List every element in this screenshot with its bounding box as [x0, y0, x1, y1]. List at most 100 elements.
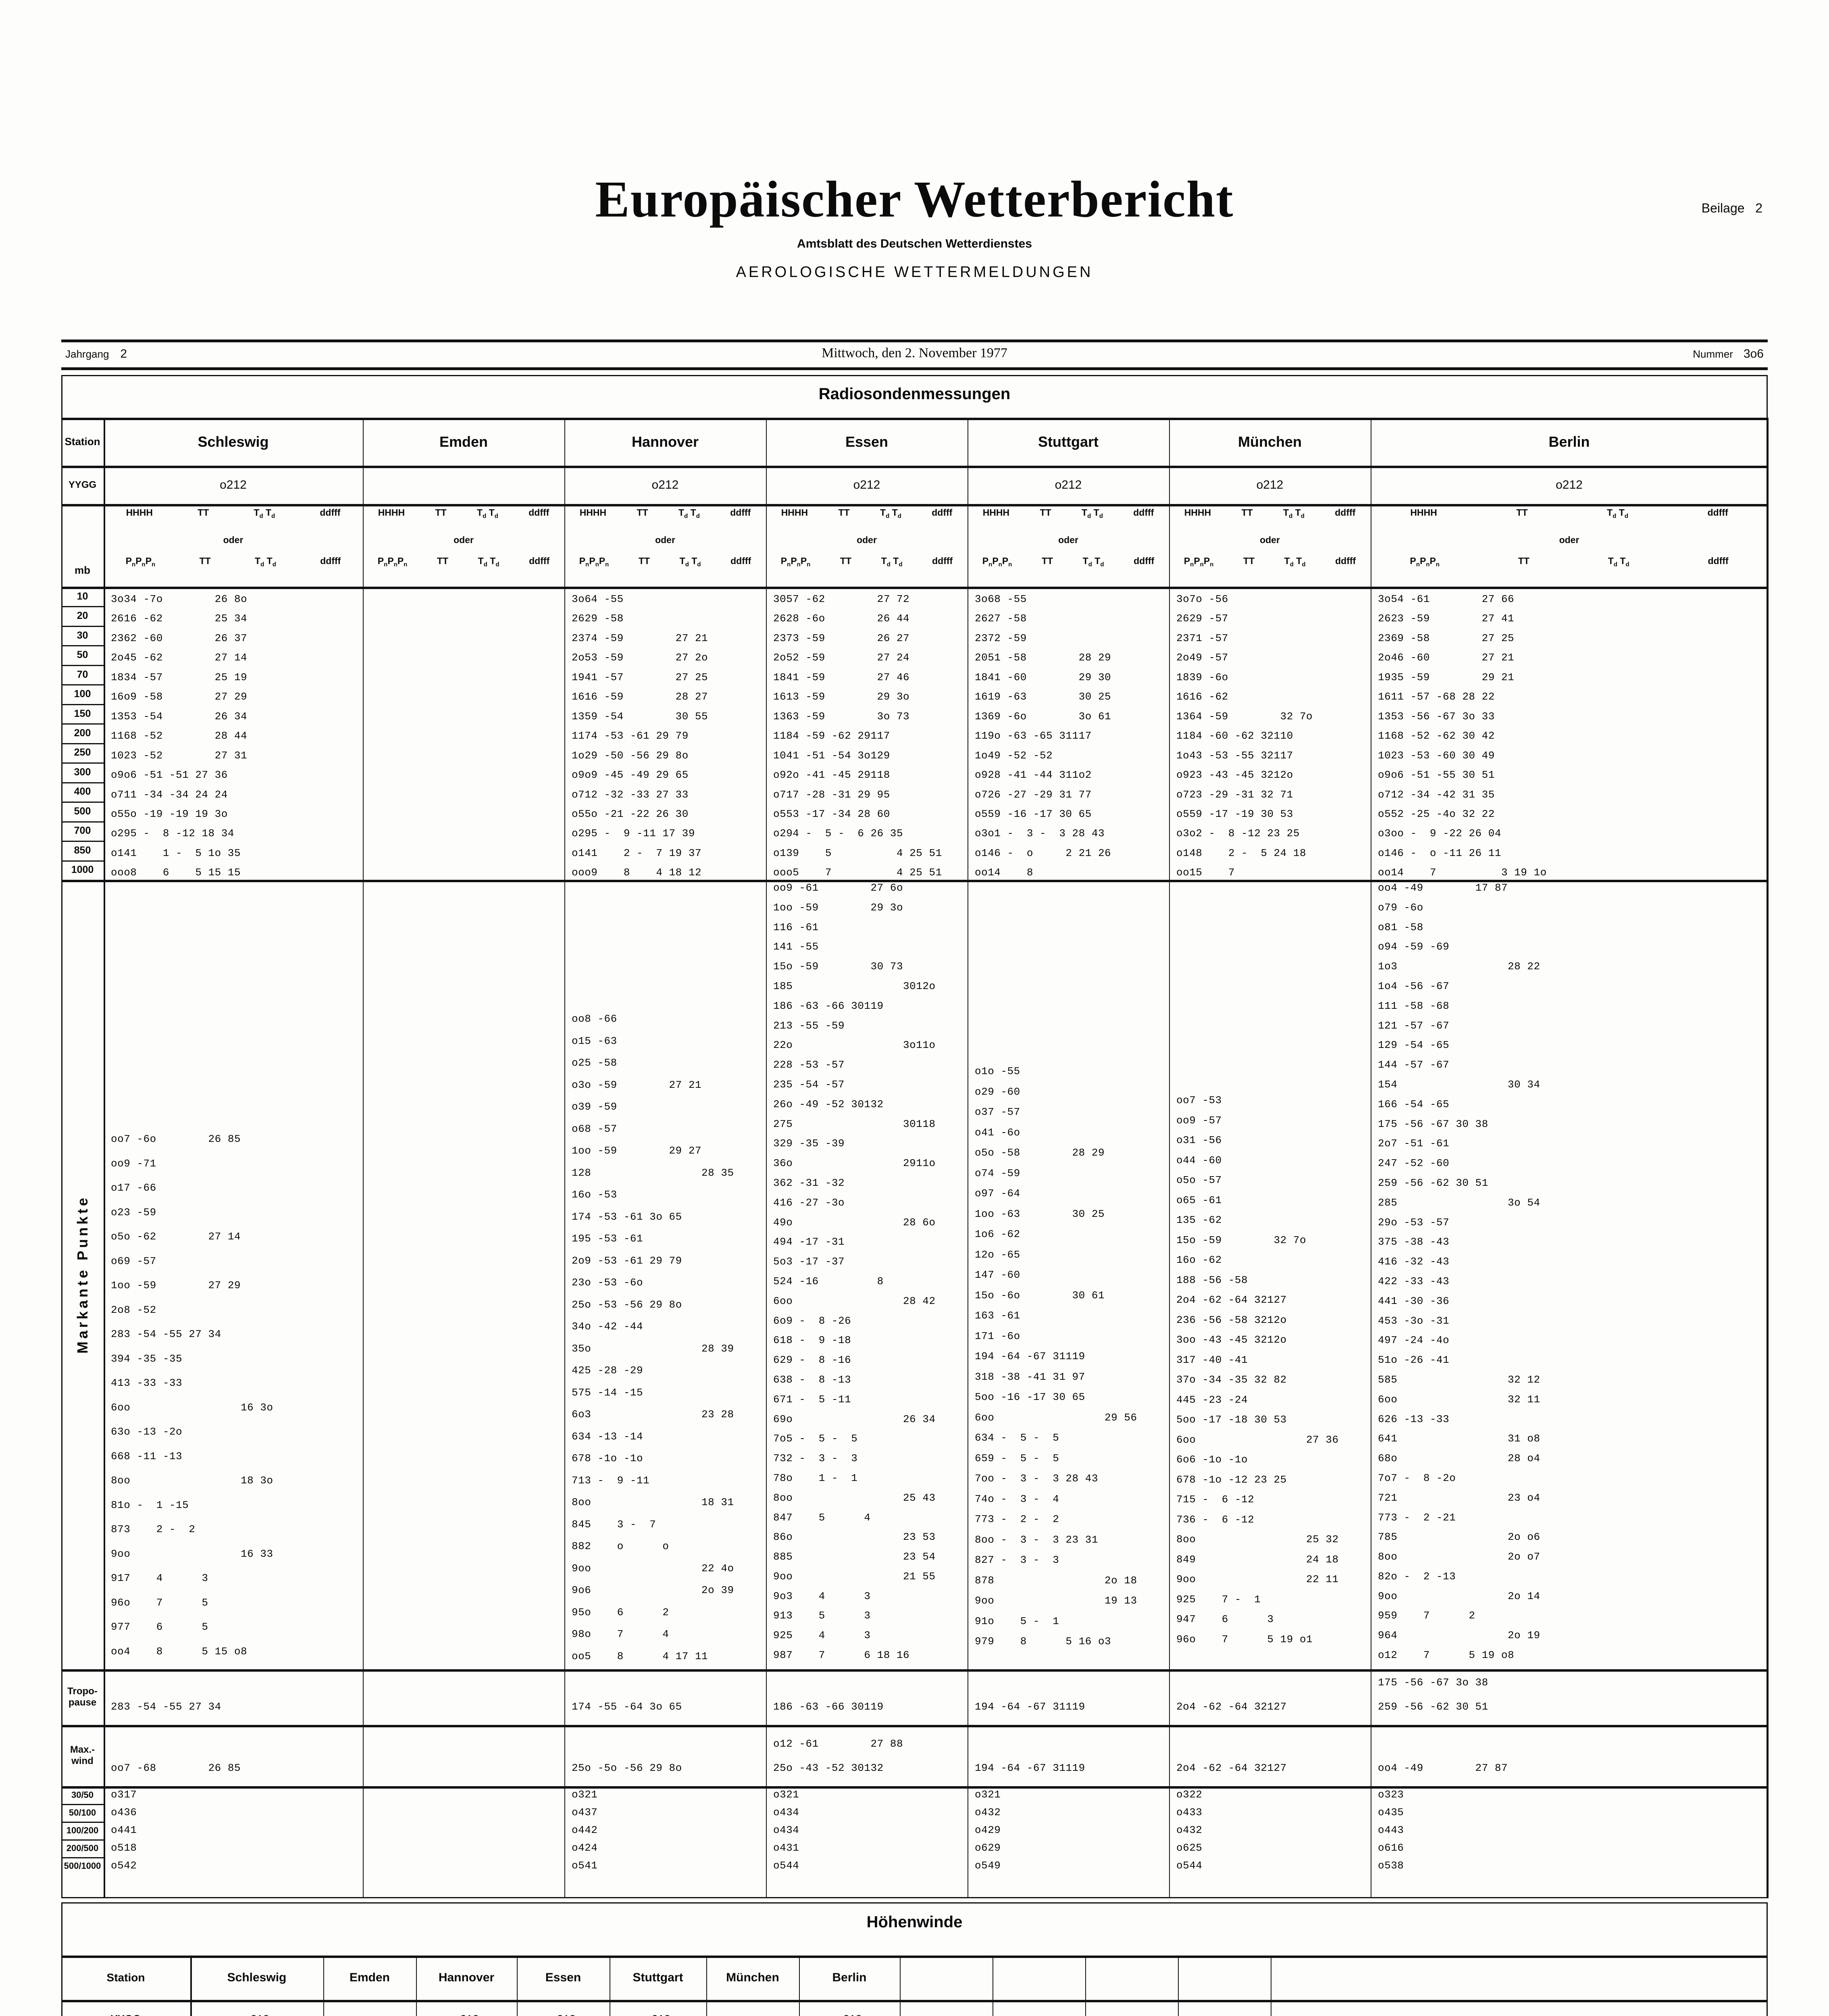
markante-data-row: 6oo 32 11: [1378, 1393, 1540, 1406]
param-oder: oder: [1260, 535, 1280, 545]
level-data-row: [370, 785, 564, 804]
markante-data-row: o5o -58 28 29: [975, 1147, 1105, 1159]
param-0: HHHH: [781, 507, 808, 518]
level-label-1000: 1000: [71, 864, 94, 876]
markante-data-row: 2o9 -53 -61 29 79: [572, 1254, 682, 1267]
ratio-value-münchen-3: o625: [1176, 1842, 1203, 1854]
level-label-400: 400: [74, 786, 91, 798]
ratio-value-hannover-3: o424: [572, 1842, 598, 1854]
markante-data-row: 128 28 35: [572, 1166, 734, 1179]
param-2: Td Td: [1082, 507, 1103, 520]
station-name-hannover: Hannover: [631, 433, 699, 450]
table-rule: [61, 466, 1768, 468]
markante-data-row: o5o -57: [1176, 1174, 1222, 1186]
markante-data-row: o44 -60: [1176, 1154, 1222, 1166]
level-data-row: 1041 -51 -54 3o129: [773, 749, 890, 762]
markante-data-row: oo7 -53: [1176, 1094, 1222, 1106]
ratio-label-1: 50/100: [69, 1808, 96, 1818]
param-oder: oder: [1058, 535, 1078, 545]
markante-data-row: 827 - 3 - 3: [975, 1554, 1059, 1566]
markante-data-row: 362 -31 -32: [773, 1177, 845, 1189]
markante-data-row: 7o5 - 5 - 5: [773, 1433, 858, 1445]
markante-label-cell: Markante Punkte: [61, 880, 104, 1669]
markante-data-row: o74 -59: [975, 1167, 1020, 1179]
level-data-row: o923 -43 -45 3212o: [1176, 769, 1293, 781]
markante-data-row: o29 -60: [975, 1085, 1020, 1098]
markante-data-row: 671 - 5 -11: [773, 1393, 851, 1406]
ratio-value-stuttgart-3: o629: [975, 1842, 1001, 1854]
maxwind-value-münchen: 2o4 -62 -64 32127: [1176, 1762, 1287, 1774]
ratio-value-schleswig-4: o542: [111, 1860, 137, 1872]
ratio-value-münchen-1: o433: [1176, 1806, 1203, 1818]
param-oder: oder: [454, 535, 474, 545]
markante-data-row: 163 -61: [975, 1310, 1020, 1322]
markante-data-row: 188 -56 -58: [1176, 1274, 1248, 1286]
level-data-row: o295 - 9 -11 17 39: [572, 827, 695, 840]
markante-data-row: oo5 8 4 17 11: [572, 1650, 708, 1662]
markante-data-row: 15o -59 30 73: [773, 960, 903, 973]
markante-data-row: 5o3 -17 -37: [773, 1256, 845, 1268]
markante-data-row: 773 - 2 -21: [1378, 1511, 1456, 1524]
ratio-value-hannover-4: o541: [572, 1860, 598, 1872]
markante-data-row: 1oo -59 29 27: [572, 1145, 702, 1157]
markante-data-row: 235 -54 -57: [773, 1078, 845, 1091]
param-tdtd2: Td Td: [1608, 556, 1629, 568]
ratio-value-schleswig-2: o441: [111, 1824, 137, 1836]
markante-data-row: 16o -53: [572, 1189, 617, 1201]
param-1: TT: [198, 507, 209, 518]
markante-data-row: 228 -53 -57: [773, 1059, 845, 1071]
markante-data-row: 116 -61: [773, 921, 819, 933]
table-rule: [61, 1786, 1768, 1789]
level-data-row: 119o -63 -65 31117: [975, 730, 1092, 742]
level-data-row: o3o2 - 8 -12 23 25: [1176, 827, 1300, 840]
markante-data-row: 82o - 2 -13: [1378, 1570, 1456, 1583]
markante-data-row: 925 4 3: [773, 1629, 871, 1642]
markante-data-row: 721 23 o4: [1378, 1491, 1540, 1504]
markante-data-row: 98o 7 4: [572, 1628, 669, 1640]
markante-data-row: 154 30 34: [1378, 1078, 1540, 1091]
level-data-column-essen: 3057 -62 27 72 2628 -6o 26 44 2373 -59 26 …: [773, 589, 967, 883]
level-data-row: o55o -19 -19 19 3o: [111, 808, 228, 820]
markante-data-row: o41 -6o: [975, 1126, 1020, 1139]
markante-data-row: 849 24 18: [1176, 1553, 1339, 1566]
markante-data-row: 2o8 -52: [111, 1304, 156, 1316]
maxwind-label: Max.- wind: [70, 1744, 95, 1766]
param-pnpnpn: PnPnPn: [579, 556, 609, 568]
level-data-column-stuttgart: 3o68 -55 2627 -58 2372 -59 2051 -58 28 29 18…: [975, 589, 1168, 883]
markante-data-row: 35o 28 39: [572, 1342, 734, 1355]
level-label-70: 70: [77, 669, 88, 680]
param-ddfff2: ddfff: [1708, 556, 1729, 566]
markante-data-row: 68o 28 o4: [1378, 1452, 1540, 1465]
markante-data-row: oo7 -6o 26 85: [111, 1133, 241, 1145]
hw-col-rule: [1085, 1956, 1086, 2016]
tropopause-value-essen: 186 -63 -66 30119: [773, 1701, 884, 1713]
param-ddfff2: ddfff: [1335, 556, 1356, 566]
level-rule: [61, 625, 104, 627]
hw-yygg-value-4: o218: [610, 2000, 706, 2016]
level-data-row: 3o64 -55: [572, 593, 624, 605]
table-rule: [61, 1669, 1768, 1672]
tropopause-value-stuttgart: 194 -64 -67 31119: [975, 1701, 1085, 1713]
markante-data-row: 171 -6o: [975, 1330, 1020, 1342]
markante-data-row: 6o9 - 8 -26: [773, 1314, 851, 1327]
markante-data-row: 425 -28 -29: [572, 1364, 643, 1377]
markante-data-row: 917 4 3: [111, 1572, 208, 1584]
maxwind-value-stuttgart: 194 -64 -67 31119: [975, 1762, 1085, 1774]
level-data-row: 1353 -56 -67 3o 33: [1378, 710, 1495, 723]
markante-data-row: 329 -35 -39: [773, 1137, 845, 1150]
level-data-row: 1184 -60 -62 32110: [1176, 730, 1293, 742]
level-rule: [61, 704, 104, 705]
level-data-row: 1841 -60 29 30: [975, 671, 1111, 683]
markante-data-row: 5oo -17 -18 30 53: [1176, 1414, 1287, 1426]
param-tt2: TT: [437, 556, 449, 566]
ratio-value-münchen-2: o432: [1176, 1824, 1203, 1836]
markante-data-row: 8oo 18 31: [572, 1496, 734, 1508]
level-data-row: [370, 589, 564, 609]
yygg-row-label: YYGG: [68, 479, 97, 490]
ratio-value-stuttgart-1: o432: [975, 1806, 1001, 1818]
hw-rule: [61, 1956, 1768, 1958]
markante-data-row: 9oo 22 11: [1176, 1573, 1339, 1585]
station-name-stuttgart: Stuttgart: [1038, 433, 1099, 450]
level-data-row: 2374 -59 27 21: [572, 632, 708, 644]
column-rule: [363, 418, 364, 1898]
